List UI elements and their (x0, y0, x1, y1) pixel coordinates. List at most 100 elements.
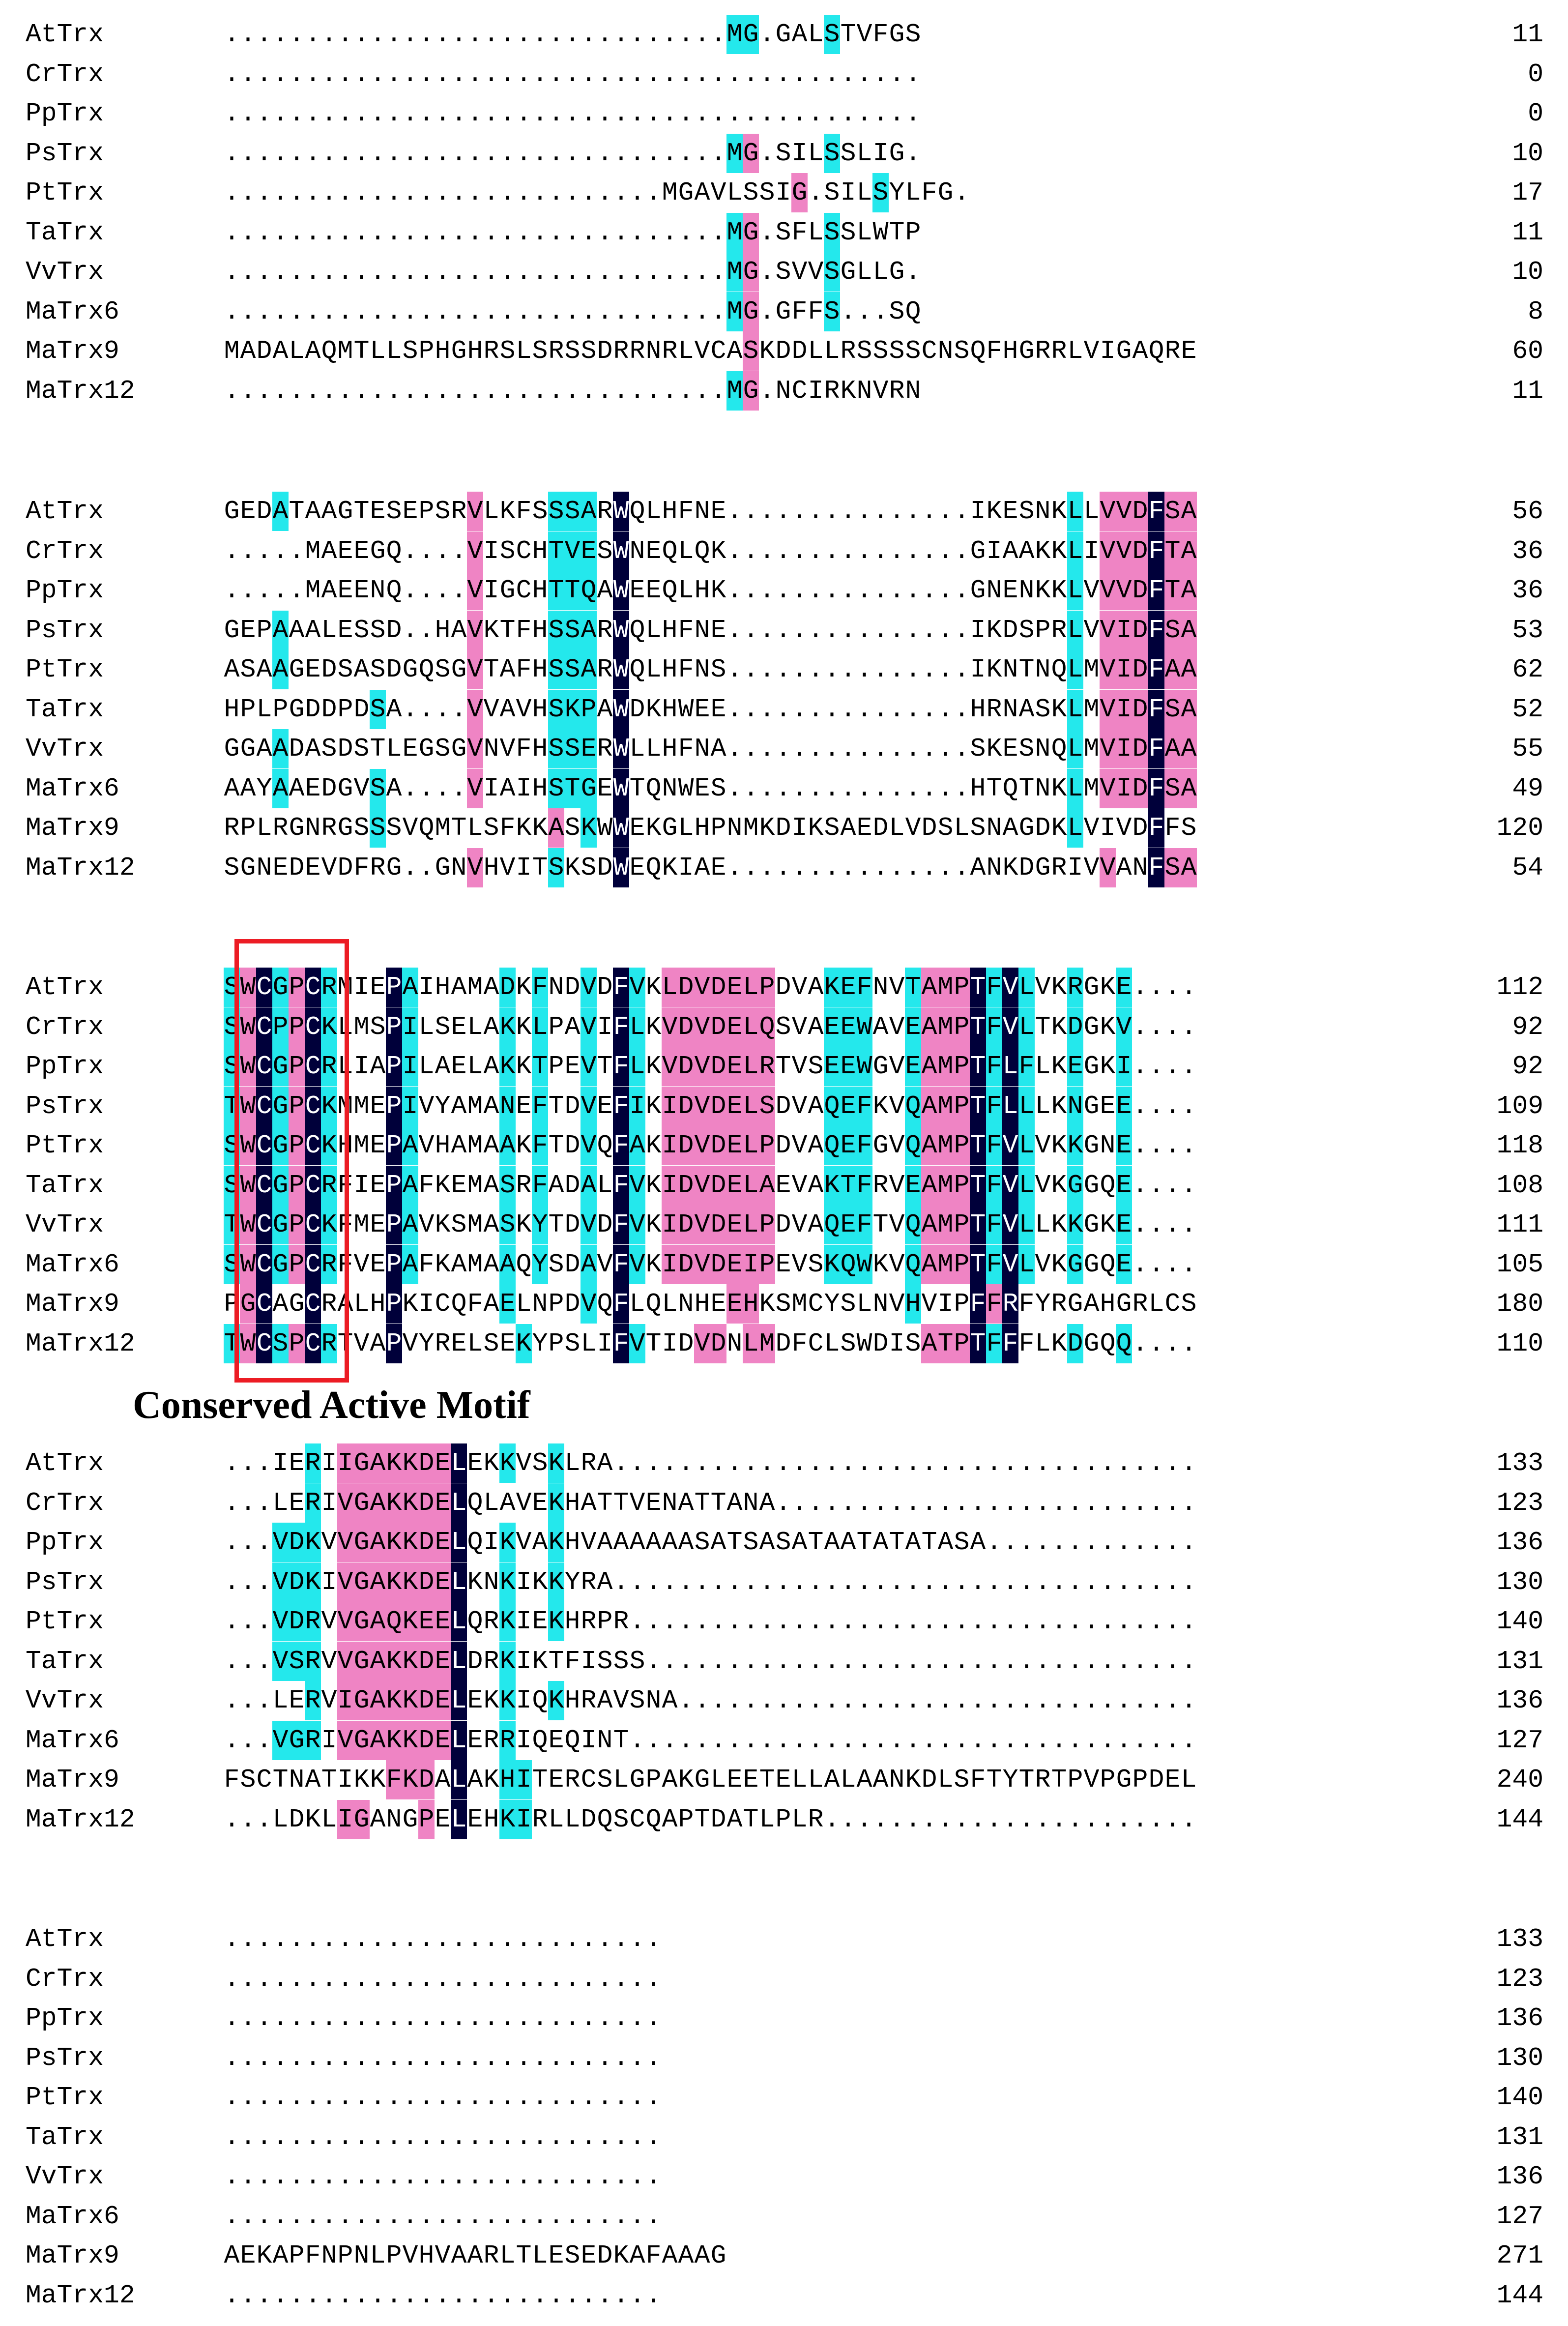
sequence-name: CrTrx (26, 1012, 104, 1042)
residue-count: 136 (1496, 2003, 1543, 2033)
sequence-name: VvTrx (26, 1686, 104, 1715)
sequence-name: CrTrx (26, 1488, 104, 1518)
sequence-name: TaTrx (26, 1170, 104, 1200)
sequence-residues: SGNEDEVDFRG..GNVHVITSKSDWEQKIAE.........… (224, 848, 1197, 887)
sequence-residues: ...............................MG.NCIRKN… (224, 371, 921, 411)
residue-count: 10 (1512, 257, 1543, 287)
residue-count: 130 (1496, 2043, 1543, 2073)
residue-count: 56 (1512, 497, 1543, 526)
sequence-residues: ...............................MG.GALSTV… (224, 15, 921, 54)
sequence-name: MaTrx6 (26, 1249, 119, 1279)
residue-count: 109 (1496, 1091, 1543, 1121)
residue-count: 131 (1496, 1646, 1543, 1676)
sequence-name: MaTrx12 (26, 1328, 135, 1358)
residue-count: 127 (1496, 2201, 1543, 2231)
sequence-residues: ........................... (224, 2083, 662, 2112)
sequence-residues: GGAADASDSTLEGSGVNVFHSSERWLLHFNA.........… (224, 729, 1197, 768)
sequence-name: MaTrx12 (26, 2280, 135, 2310)
sequence-name: AtTrx (26, 20, 104, 49)
sequence-residues: ........................................… (224, 59, 921, 89)
sequence-residues: SWCGPCRLIAPILAELAKKTPEVTFLKVDVDELRTVSEEW… (224, 1047, 1197, 1086)
residue-count: 111 (1496, 1210, 1543, 1239)
residue-count: 17 (1512, 178, 1543, 207)
sequence-residues: ...............................MG.SILSSL… (224, 133, 921, 173)
sequence-name: MaTrx9 (26, 336, 119, 366)
sequence-name: CrTrx (26, 59, 104, 89)
residue-count: 120 (1496, 813, 1543, 843)
residue-count: 49 (1512, 773, 1543, 803)
sequence-name: MaTrx9 (26, 1289, 119, 1319)
residue-count: 108 (1496, 1170, 1543, 1200)
residue-count: 8 (1528, 296, 1543, 326)
residue-count: 123 (1496, 1488, 1543, 1518)
residue-count: 271 (1496, 2241, 1543, 2270)
sequence-residues: SWCGPCRFVEPAFKAMAAQYSDAVFVKIDVDEIPEVSKQW… (224, 1244, 1197, 1284)
sequence-residues: ........................... (224, 2122, 662, 2152)
sequence-name: TaTrx (26, 694, 104, 724)
residue-count: 144 (1496, 2280, 1543, 2310)
sequence-residues: .....MAEEGQ....VISCHTVESWNEQLQK.........… (224, 531, 1197, 571)
sequence-name: PsTrx (26, 138, 104, 168)
sequence-name: PsTrx (26, 2043, 104, 2073)
sequence-name: MaTrx12 (26, 376, 135, 406)
sequence-name: MaTrx6 (26, 1725, 119, 1755)
sequence-residues: ........................... (224, 2201, 662, 2231)
residue-count: 140 (1496, 1607, 1543, 1636)
residue-count: 62 (1512, 655, 1543, 684)
sequence-name: VvTrx (26, 734, 104, 764)
sequence-residues: ........................... (224, 2003, 662, 2033)
residue-count: 36 (1512, 536, 1543, 566)
sequence-residues: AEKAPFNPNLPVHVAARLTLESEDKAFAAAG (224, 2241, 726, 2270)
residue-count: 133 (1496, 1448, 1543, 1478)
residue-count: 0 (1528, 59, 1543, 89)
sequence-residues: AAYAAEDGVSA....VIAIHSTGEWTQNWES.........… (224, 768, 1197, 808)
sequence-residues: FSCTNATIKKFKDALAKHITERCSLGPAKGLEETELLALA… (224, 1760, 1197, 1799)
sequence-name: TaTrx (26, 217, 104, 247)
sequence-residues: SWCPPCKLMSPILSELAKKLPAVIFLKVDVDELQSVAEEW… (224, 1007, 1197, 1047)
sequence-residues: TWCGPCKMMEPIVYAMANEFTDVEFIKIDVDELSDVAQEF… (224, 1086, 1197, 1126)
sequence-name: CrTrx (26, 536, 104, 566)
sequence-name: TaTrx (26, 2122, 104, 2152)
sequence-residues: ...LDKLIGANGPELEHKIRLLDQSCQAPTDATLPLR...… (224, 1799, 1197, 1839)
sequence-residues: SWCGPCKHMEPAVHAMAAKFTDVQFAKIDVDELPDVAQEF… (224, 1126, 1197, 1165)
sequence-name: MaTrx6 (26, 773, 119, 803)
sequence-residues: RPLRGNRGSSSVQMTLSFKKASKWWEKGLHPNMKDIKSAE… (224, 808, 1197, 848)
sequence-residues: ASAAGEDSASDGQSGVTAFHSSARWQLHFNS.........… (224, 650, 1197, 689)
sequence-residues: SWCGPCRFIEPAFKEMASRFADALFVKIDVDELAEVAKTF… (224, 1165, 1197, 1205)
sequence-residues: ........................... (224, 2043, 662, 2073)
residue-count: 52 (1512, 694, 1543, 724)
residue-count: 60 (1512, 336, 1543, 366)
residue-count: 133 (1496, 1924, 1543, 1954)
sequence-name: MaTrx6 (26, 296, 119, 326)
residue-count: 136 (1496, 1686, 1543, 1715)
sequence-name: CrTrx (26, 1964, 104, 1994)
sequence-name: PtTrx (26, 1131, 104, 1160)
sequence-name: MaTrx6 (26, 2201, 119, 2231)
sequence-name: TaTrx (26, 1646, 104, 1676)
sequence-residues: ...LERVIGAKKDELEKKIQKHRAVSNA............… (224, 1681, 1197, 1720)
sequence-name: MaTrx9 (26, 813, 119, 843)
sequence-name: PtTrx (26, 178, 104, 207)
residue-count: 180 (1496, 1289, 1543, 1319)
sequence-name: AtTrx (26, 1448, 104, 1478)
sequence-name: MaTrx9 (26, 2241, 119, 2270)
conserved-motif-box (234, 939, 349, 1383)
sequence-name: PpTrx (26, 576, 104, 605)
sequence-residues: ...VDRVVGAQKEELQRKIEKHRPR...............… (224, 1602, 1197, 1641)
sequence-name: AtTrx (26, 497, 104, 526)
sequence-residues: GEDATAAGTESEPSRVLKFSSSARWQLHFNE.........… (224, 492, 1197, 531)
residue-count: 127 (1496, 1725, 1543, 1755)
residue-count: 144 (1496, 1804, 1543, 1834)
sequence-name: VvTrx (26, 2162, 104, 2191)
sequence-name: AtTrx (26, 972, 104, 1002)
sequence-name: PpTrx (26, 1528, 104, 1557)
residue-count: 0 (1528, 99, 1543, 128)
sequence-residues: ........................... (224, 1964, 662, 1994)
residue-count: 130 (1496, 1567, 1543, 1597)
sequence-residues: ........................................… (224, 99, 921, 128)
residue-count: 105 (1496, 1249, 1543, 1279)
sequence-residues: ...VDKVVGAKKDELQIKVAKHVAAAAAASATSASATAAT… (224, 1523, 1197, 1562)
sequence-name: PtTrx (26, 655, 104, 684)
sequence-residues: .....MAEENQ....VIGCHTTQAWEEQLHK.........… (224, 571, 1197, 610)
